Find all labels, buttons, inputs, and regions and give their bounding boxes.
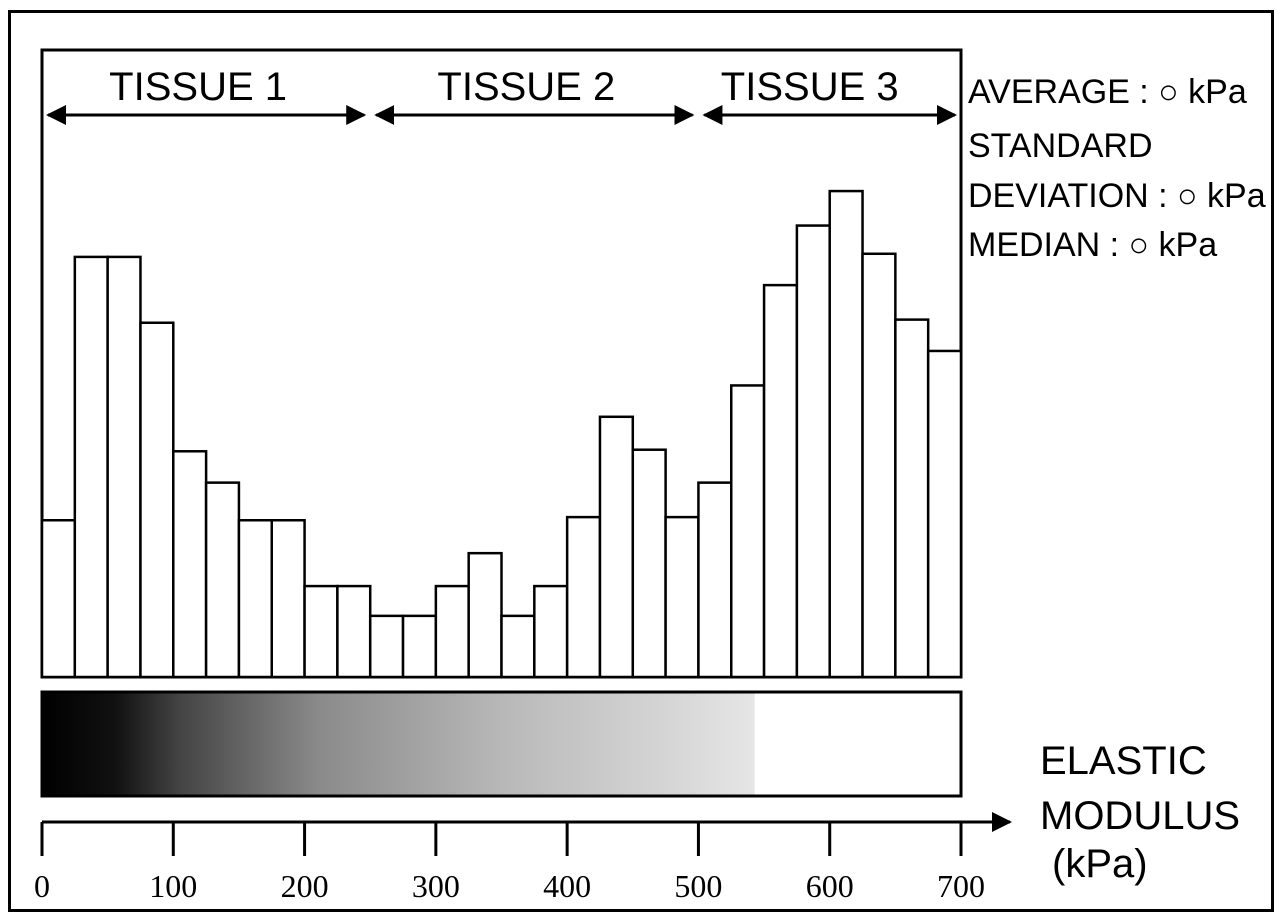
histogram-bars xyxy=(42,191,961,677)
histogram-bar xyxy=(567,517,600,677)
statistics-legend: AVERAGE : ○ kPa STANDARD DEVIATION : ○ kPa… xyxy=(968,73,1266,264)
histogram-bar xyxy=(140,323,173,677)
x-tick-label: 300 xyxy=(412,868,460,904)
histogram-bar xyxy=(75,257,108,677)
histogram-bar xyxy=(239,520,272,677)
tissue-label: TISSUE 1 xyxy=(109,65,287,109)
histogram-bar xyxy=(633,450,666,677)
histogram-bar xyxy=(534,586,567,677)
histogram-bar xyxy=(206,483,239,677)
histogram-bar xyxy=(370,616,403,677)
histogram-bar xyxy=(928,351,961,677)
histogram-bar xyxy=(502,616,535,677)
x-axis-ticks: 0 100 200 300 400 500 600 700 xyxy=(34,822,985,904)
tissue-regions: TISSUE 1 TISSUE 2 TISSUE 3 xyxy=(48,65,955,115)
x-tick-label: 700 xyxy=(937,868,985,904)
histogram-bar xyxy=(42,520,75,677)
x-axis-label-line-3: (kPa) xyxy=(1052,842,1148,886)
histogram-bar xyxy=(469,553,502,677)
histogram-bar xyxy=(337,586,370,677)
histogram-bar xyxy=(666,517,699,677)
histogram-bar xyxy=(863,254,896,677)
histogram-bar xyxy=(698,483,731,677)
histogram-bar xyxy=(764,285,797,677)
histogram-bar xyxy=(173,451,206,677)
histogram-bar xyxy=(797,226,830,677)
x-axis-label-line-1: ELASTIC xyxy=(1040,739,1207,783)
histogram-bar xyxy=(830,191,863,677)
x-axis-label: ELASTIC MODULUS (kPa) xyxy=(1040,739,1251,886)
histogram-bar xyxy=(403,616,436,677)
histogram-bar xyxy=(895,320,928,677)
x-tick-label: 400 xyxy=(543,868,591,904)
statistics-line: STANDARD xyxy=(968,127,1153,165)
x-tick-label: 200 xyxy=(281,868,329,904)
histogram-bar xyxy=(731,385,764,677)
x-tick-label: 100 xyxy=(149,868,197,904)
histogram-bar xyxy=(600,417,633,677)
statistics-line: MEDIAN : ○ kPa xyxy=(968,226,1217,264)
statistics-line: DEVIATION : ○ kPa xyxy=(968,177,1266,215)
histogram-bar xyxy=(305,586,338,677)
histogram-bar xyxy=(272,520,305,677)
histogram-bar xyxy=(108,257,141,677)
elastic-colorbar xyxy=(42,692,961,796)
x-tick-label: 600 xyxy=(806,868,854,904)
x-tick-label: 500 xyxy=(674,868,722,904)
x-axis-label-line-2: MODULUS xyxy=(1040,794,1240,838)
histogram-bar xyxy=(436,586,469,677)
tissue-label: TISSUE 3 xyxy=(721,65,899,109)
x-tick-label: 0 xyxy=(34,868,50,904)
tissue-label: TISSUE 2 xyxy=(437,65,615,109)
statistics-line: AVERAGE : ○ kPa xyxy=(968,73,1247,111)
